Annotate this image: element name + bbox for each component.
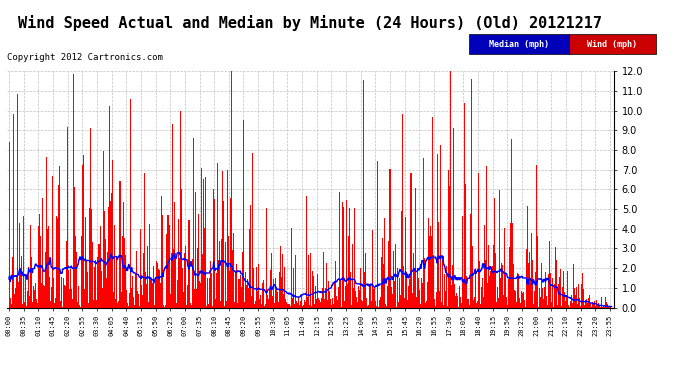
Text: Wind Speed Actual and Median by Minute (24 Hours) (Old) 20121217: Wind Speed Actual and Median by Minute (… [19, 15, 602, 31]
Text: Copyright 2012 Cartronics.com: Copyright 2012 Cartronics.com [7, 53, 163, 62]
Text: Wind (mph): Wind (mph) [587, 40, 638, 49]
Text: Median (mph): Median (mph) [489, 40, 549, 49]
